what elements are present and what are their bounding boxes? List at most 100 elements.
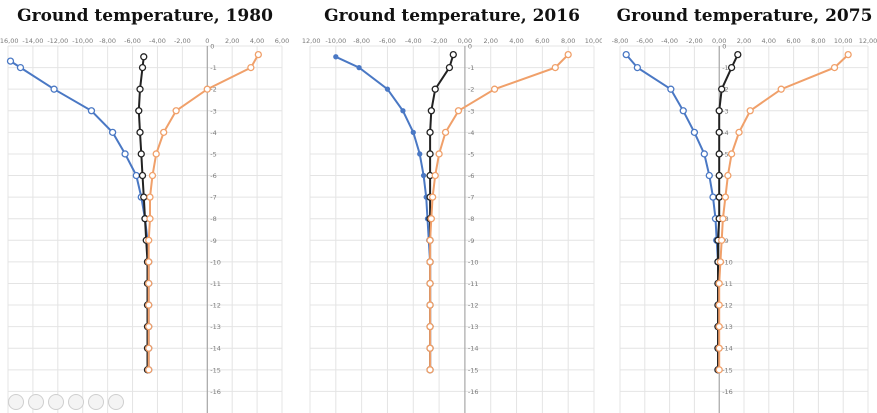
x-tick-label: 10,00 — [585, 37, 602, 45]
series-line-annual — [717, 54, 739, 370]
toolbar-button[interactable] — [88, 394, 104, 410]
y-tick-label: -8 — [468, 215, 474, 223]
x-tick-label: 0 — [205, 37, 209, 45]
data-point-winter — [333, 54, 339, 60]
data-point-summer — [145, 301, 153, 309]
data-point-winter — [633, 63, 642, 72]
x-tick-label: -10,00 — [325, 37, 346, 45]
data-point-winter — [50, 85, 58, 93]
toolbar-button[interactable] — [108, 394, 124, 410]
x-tick-label: -6,00 — [636, 37, 653, 45]
data-point-annual — [445, 63, 454, 72]
data-point-summer — [426, 236, 434, 244]
data-point-summer — [735, 128, 743, 137]
series-line-annual — [429, 54, 455, 370]
data-point-annual — [715, 193, 723, 201]
x-tick-label: -14,00 — [22, 37, 43, 45]
x-tick-label: 10,00 — [834, 37, 853, 45]
x-tick-label: 2,00 — [737, 37, 751, 45]
chart-panel-1980: Ground temperature, 1980 -16,00-14,00-12… — [0, 0, 290, 413]
data-point-winter — [87, 107, 96, 115]
data-point-summer — [715, 279, 723, 288]
data-point-annual — [140, 53, 148, 61]
data-point-winter — [679, 107, 687, 115]
data-point-summer — [426, 258, 434, 266]
toolbar-button[interactable] — [48, 394, 64, 410]
series-line-winter — [9, 60, 150, 370]
chart-panel-2075: Ground temperature, 2075 -8,00 -6,00 -4,00… — [612, 0, 877, 413]
data-point-annual — [727, 63, 736, 72]
x-tick-label: 4,00 — [509, 37, 523, 45]
data-point-annual — [138, 171, 147, 180]
data-point-winter — [420, 172, 427, 179]
data-point-winter — [6, 57, 15, 65]
data-point-summer — [428, 193, 437, 201]
toolbar-button[interactable] — [28, 394, 44, 410]
x-tick-label: 2,00 — [225, 37, 239, 45]
series-line-winter — [335, 55, 432, 370]
y-tick-label: -6 — [468, 172, 474, 180]
x-tick-label: 6,00 — [786, 37, 800, 45]
data-point-summer — [145, 258, 153, 266]
y-tick-label: -11 — [722, 280, 733, 288]
data-point-winter — [132, 171, 140, 180]
y-tick-label: -10 — [722, 258, 733, 266]
y-tick-label: -11 — [210, 280, 221, 288]
y-tick-label: -7 — [468, 194, 474, 202]
data-point-winter — [705, 171, 713, 180]
data-point-annual — [426, 128, 434, 137]
x-tick-label: -12,00 — [302, 37, 320, 45]
data-point-annual — [718, 85, 726, 93]
y-tick-label: -14 — [722, 345, 733, 353]
series-line-summer — [718, 53, 849, 370]
data-point-summer — [431, 171, 439, 180]
data-point-summer — [145, 236, 153, 244]
data-point-summer — [146, 193, 154, 201]
y-tick-label: 0 — [722, 43, 726, 51]
y-tick-label: -1 — [722, 64, 728, 72]
data-point-summer — [716, 258, 725, 266]
data-point-annual — [138, 63, 147, 72]
y-tick-label: -10 — [210, 258, 221, 266]
data-point-summer — [247, 63, 255, 72]
y-tick-label: -6 — [210, 172, 216, 180]
y-tick-label: -5 — [468, 150, 474, 158]
y-tick-label: -3 — [468, 107, 474, 115]
y-tick-label: 0 — [468, 43, 472, 51]
data-point-summer — [145, 322, 153, 331]
toolbar-button[interactable] — [8, 394, 24, 410]
x-tick-label: 0,00 — [712, 37, 726, 45]
x-tick-label: -10,00 — [72, 37, 93, 45]
data-point-winter — [108, 128, 117, 137]
data-point-summer — [564, 50, 572, 59]
data-point-summer — [145, 344, 153, 352]
y-tick-label: -16 — [722, 388, 733, 396]
data-point-summer — [427, 215, 435, 223]
y-tick-label: -13 — [210, 323, 221, 331]
data-point-summer — [152, 150, 160, 158]
y-tick-label: -13 — [722, 323, 733, 331]
data-point-summer — [724, 171, 732, 180]
data-point-summer — [145, 279, 153, 288]
data-point-summer — [715, 344, 723, 352]
x-tick-label: -4,00 — [661, 37, 678, 45]
data-point-annual — [734, 50, 742, 59]
data-point-annual — [715, 128, 723, 137]
data-point-summer — [203, 85, 211, 93]
data-point-annual — [135, 107, 143, 115]
data-point-summer — [146, 215, 154, 223]
y-tick-label: -15 — [468, 366, 479, 374]
chart-panel-2016: Ground temperature, 2016 -12,00-10,00-8,… — [302, 0, 602, 413]
y-tick-label: -11 — [468, 280, 479, 288]
y-tick-label: -1 — [210, 64, 216, 72]
y-tick-label: -14 — [468, 345, 479, 353]
toolbar-button[interactable] — [68, 394, 84, 410]
x-tick-label: -2,00 — [431, 37, 448, 45]
data-point-winter — [356, 64, 362, 71]
x-tick-label: -16,00 — [0, 37, 18, 45]
data-point-winter — [690, 128, 699, 137]
x-tick-label: 0,00 — [458, 37, 472, 45]
data-point-summer — [777, 85, 785, 93]
data-point-annual — [715, 171, 723, 180]
series-line-summer — [429, 53, 569, 370]
